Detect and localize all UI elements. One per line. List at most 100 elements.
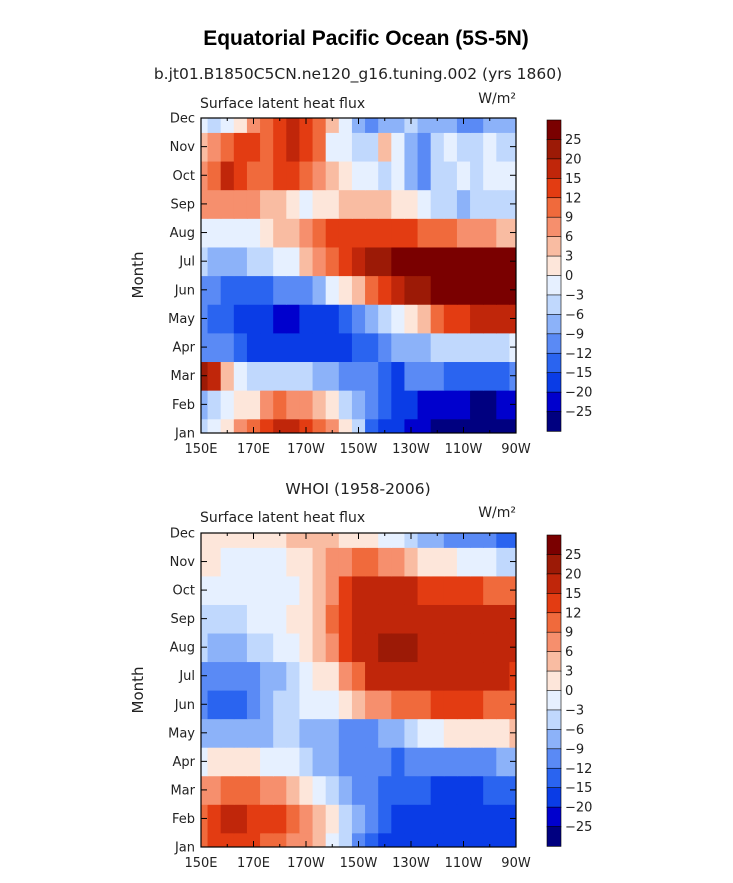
heatmap-cell (456, 661, 471, 691)
heatmap-cell (220, 332, 235, 363)
heatmap-cell (246, 189, 261, 219)
heatmap-cell (338, 775, 353, 805)
colorbar-label: 3 (565, 665, 573, 680)
colorbar-box (546, 748, 562, 769)
heatmap-cell (443, 218, 458, 248)
heatmap-cell (220, 533, 235, 548)
colorbar-box (546, 275, 562, 296)
heatmap-cell (496, 418, 511, 433)
heatmap-cell (456, 361, 471, 391)
heatmap-cell (273, 690, 287, 720)
heatmap-cell (443, 832, 458, 847)
heatmap-cell (483, 160, 497, 191)
heatmap-cell (273, 361, 287, 391)
y-tick-label: Feb (172, 398, 195, 413)
heatmap-cell (299, 418, 314, 433)
heatmap-cell (286, 533, 301, 548)
heatmap-cell (443, 718, 458, 748)
heatmap-cell (286, 747, 301, 777)
heatmap-cell (246, 690, 261, 720)
colorbar: 25 20 15 12 9 6 3 0 −3 −6 −9 −12 −15 −20 −25 (546, 534, 592, 847)
heatmap-cell (233, 804, 248, 834)
heatmap-cell (325, 275, 340, 305)
heatmap-cell (430, 775, 445, 805)
colorbar-box (546, 158, 562, 180)
heatmap-cell (286, 160, 301, 191)
heatmap-cell (338, 275, 353, 305)
heatmap-cell (496, 118, 511, 133)
y-tick-label: Jan (174, 427, 195, 442)
heatmap-cell (338, 832, 353, 847)
heatmap-cell (430, 246, 445, 277)
heatmap-cell (378, 275, 392, 305)
panel-variable-label: Surface latent heat flux (200, 510, 365, 526)
y-tick-label: Oct (173, 584, 195, 599)
heatmap-cell (338, 160, 353, 191)
heatmap-cell (404, 661, 419, 691)
colorbar-box (546, 767, 562, 789)
colorbar-box (546, 411, 562, 432)
colorbar-box (546, 197, 562, 218)
heatmap-cell (378, 690, 392, 720)
heatmap-cell (260, 718, 274, 748)
colorbar-label: −12 (565, 762, 592, 777)
y-tick-label: May (168, 312, 195, 327)
colorbar-label: −12 (565, 347, 592, 362)
heatmap-cell (233, 160, 248, 191)
colorbar-label: 15 (565, 172, 582, 187)
heatmap-cell (496, 632, 511, 663)
colorbar-label: 9 (565, 211, 573, 226)
x-tick-label: 170E (237, 856, 270, 871)
heatmap-cell (220, 418, 235, 433)
y-tick-label: Feb (172, 812, 195, 827)
colorbar-label: −9 (565, 327, 584, 342)
y-tick-label: Nov (170, 140, 196, 155)
heatmap-cell (430, 718, 445, 748)
heatmap-cell (470, 632, 484, 663)
heatmap-cell (260, 332, 274, 363)
y-tick-label: Jul (178, 255, 195, 270)
y-tick-label: Sep (170, 197, 195, 212)
heatmap-cell (496, 575, 511, 605)
heatmap-cell (470, 118, 484, 133)
heatmap-cell (299, 304, 314, 334)
heatmap-cell (430, 332, 445, 363)
heatmap-cell (456, 332, 471, 363)
heatmap-cell (391, 804, 406, 834)
colorbar-box (546, 314, 562, 335)
heatmap-cell (365, 632, 379, 663)
colorbar-box (546, 651, 562, 672)
heatmap-cell (391, 604, 406, 634)
heatmap-cell (391, 332, 406, 363)
heatmap-cell (312, 775, 327, 805)
heatmap-cell (378, 218, 392, 248)
heatmap-cell (365, 533, 379, 548)
heatmap-cell (417, 533, 432, 548)
colorbar-box (546, 593, 562, 614)
heatmap-cell (417, 575, 432, 605)
heatmap-cell (404, 604, 419, 634)
heatmap-cell (351, 160, 366, 191)
y-tick-label: May (168, 726, 195, 741)
x-tick-label: 130W (392, 856, 430, 871)
heatmap-cell (220, 275, 235, 305)
heatmap-cell (273, 718, 287, 748)
colorbar-box (546, 709, 562, 731)
heatmap-cell (391, 304, 406, 334)
heatmap-cell (443, 132, 458, 162)
heatmap-cell (483, 661, 497, 691)
heatmap-cell (470, 160, 484, 191)
colorbar-label: 3 (565, 250, 573, 265)
heatmap-cell (430, 160, 445, 191)
heatmap-cell (470, 304, 484, 334)
heatmap-cell (378, 747, 392, 777)
heatmap-cell (286, 775, 301, 805)
heatmap-cell (365, 218, 379, 248)
heatmap-cell (260, 160, 274, 191)
heatmap-cell (443, 661, 458, 691)
heatmap-cell (338, 390, 353, 420)
heatmap-cell (443, 533, 458, 548)
y-tick-label: Dec (170, 112, 195, 127)
heatmap-cell (417, 604, 432, 634)
heatmap-cell (391, 189, 406, 219)
